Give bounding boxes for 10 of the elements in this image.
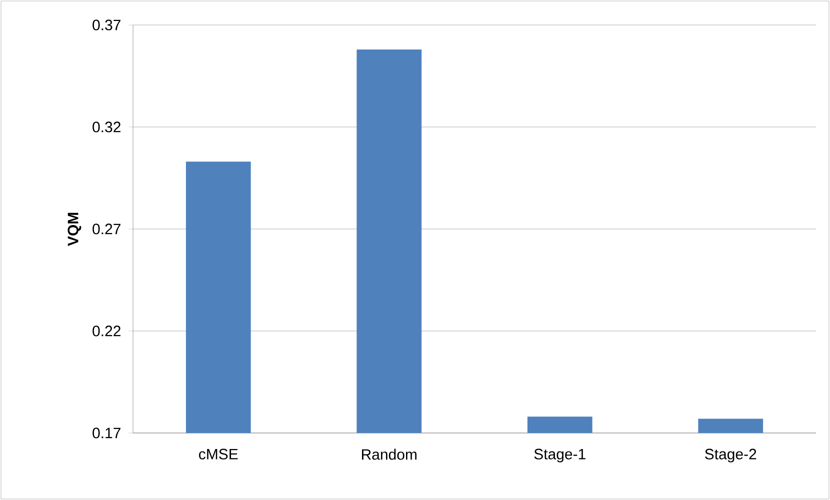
x-tick-label: cMSE (199, 448, 238, 460)
y-tick-label: 0.32 (92, 122, 120, 132)
y-tick-label: 0.17 (92, 428, 120, 438)
y-axis-title: VQM (68, 212, 82, 246)
y-tick-label: 0.27 (92, 224, 120, 234)
x-tick-label: Stage-1 (534, 448, 586, 462)
x-tick-label: Random (362, 448, 416, 460)
y-tick-label: 0.37 (92, 20, 120, 30)
y-tick-label: 0.22 (92, 326, 120, 336)
x-tick-label: Stage-2 (705, 448, 756, 462)
